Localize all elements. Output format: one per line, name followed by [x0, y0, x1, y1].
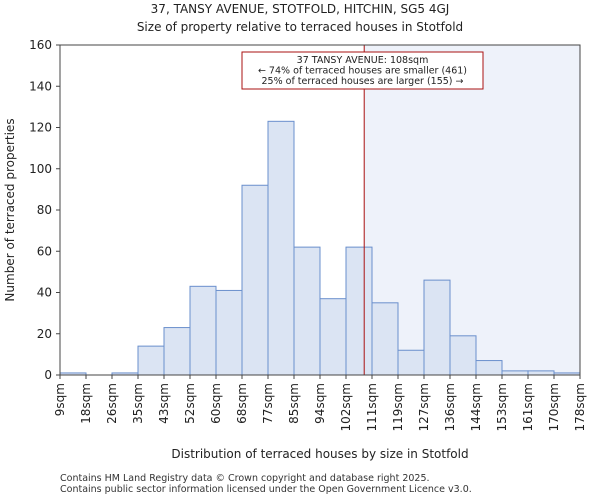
- y-axis-title: Number of terraced properties: [3, 118, 17, 301]
- footer-line-2: Contains public sector information licen…: [60, 484, 472, 495]
- y-tick-label: 20: [37, 327, 52, 341]
- x-tick-label: 9sqm: [53, 383, 67, 416]
- x-tick-label: 102sqm: [339, 383, 353, 431]
- x-tick-label: 127sqm: [417, 383, 431, 431]
- histogram-bar: [501, 370, 529, 376]
- histogram-bar: [449, 335, 477, 376]
- x-tick-label: 68sqm: [235, 383, 249, 424]
- x-tick-label: 178sqm: [573, 383, 587, 431]
- histogram-bar: [215, 289, 243, 376]
- histogram-bar: [527, 370, 555, 376]
- x-tick-label: 77sqm: [261, 383, 275, 424]
- histogram-bar: [475, 360, 503, 376]
- x-tick-label: 153sqm: [495, 383, 509, 431]
- x-tick-label: 26sqm: [105, 383, 119, 424]
- chart-subtitle: Size of property relative to terraced ho…: [136, 20, 464, 34]
- x-axis-title: Distribution of terraced houses by size …: [171, 447, 468, 461]
- y-tick-label: 80: [37, 203, 52, 217]
- footer-line-1: Contains HM Land Registry data © Crown c…: [60, 473, 430, 484]
- histogram-bar: [345, 246, 373, 376]
- histogram-bar: [293, 246, 321, 376]
- y-tick-label: 60: [37, 244, 52, 258]
- y-tick-label: 120: [29, 121, 52, 135]
- histogram-bar: [163, 327, 191, 376]
- x-tick-label: 52sqm: [183, 383, 197, 424]
- y-tick-label: 140: [29, 79, 52, 93]
- x-tick-label: 85sqm: [287, 383, 301, 424]
- y-tick-label: 40: [37, 286, 52, 300]
- x-tick-label: 94sqm: [313, 383, 327, 424]
- histogram-bar: [423, 279, 451, 376]
- x-tick-label: 43sqm: [157, 383, 171, 424]
- x-tick-label: 136sqm: [443, 383, 457, 431]
- x-tick-label: 161sqm: [521, 383, 535, 431]
- histogram-bar: [241, 184, 269, 376]
- chart-title: 37, TANSY AVENUE, STOTFOLD, HITCHIN, SG5…: [150, 2, 450, 16]
- annotation-line: 25% of terraced houses are larger (155) …: [262, 76, 464, 87]
- y-tick-label: 160: [29, 38, 52, 52]
- x-tick-label: 111sqm: [365, 383, 379, 431]
- x-tick-label: 60sqm: [209, 383, 223, 424]
- annotation-line: 37 TANSY AVENUE: 108sqm: [297, 55, 429, 66]
- histogram-bar: [267, 120, 295, 376]
- histogram-bar: [319, 298, 347, 376]
- larger-region-highlight: [364, 45, 580, 375]
- y-tick-label: 0: [44, 368, 52, 382]
- x-tick-label: 119sqm: [391, 383, 405, 431]
- histogram-bar: [189, 285, 217, 376]
- x-tick-label: 144sqm: [469, 383, 483, 431]
- annotation-box: [241, 51, 484, 90]
- y-tick-label: 100: [29, 162, 52, 176]
- histogram-bar: [137, 345, 165, 376]
- histogram-bar: [371, 302, 399, 376]
- histogram-bar: [397, 349, 425, 376]
- x-tick-label: 18sqm: [79, 383, 93, 424]
- annotation-line: ← 74% of terraced houses are smaller (46…: [258, 66, 467, 77]
- x-tick-label: 170sqm: [547, 383, 561, 431]
- x-tick-label: 35sqm: [131, 383, 145, 424]
